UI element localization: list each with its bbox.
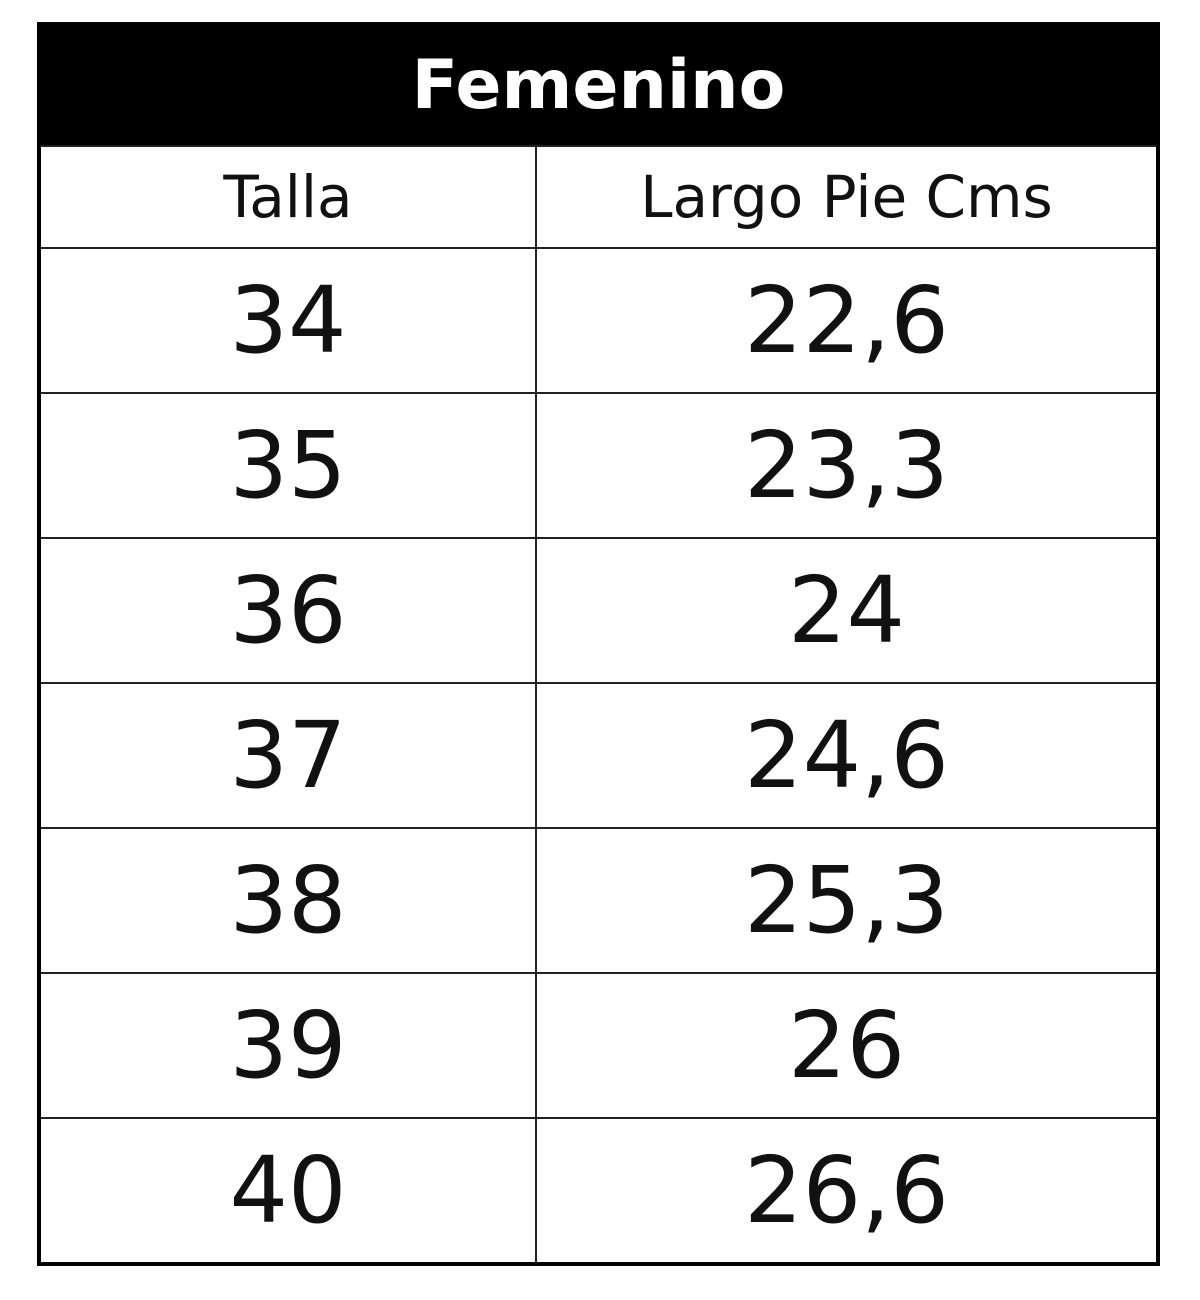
largo-cell: 25,3 [535,827,1159,974]
talla-cell: 39 [38,972,537,1119]
header-row: Talla Largo Pie Cms [38,145,1159,249]
largo-cell: 26 [535,972,1159,1119]
largo-cell: 26,6 [535,1117,1159,1265]
table-row: 35 23,3 [38,392,1159,539]
table-row: 40 26,6 [38,1117,1159,1265]
largo-cell: 24 [535,537,1159,684]
table-row: 38 25,3 [38,827,1159,974]
column-header-talla: Talla [38,145,537,249]
table-row: 37 24,6 [38,682,1159,829]
talla-cell: 34 [38,247,537,394]
table-row: 36 24 [38,537,1159,684]
talla-cell: 40 [38,1117,537,1265]
talla-cell: 37 [38,682,537,829]
table-row: 39 26 [38,972,1159,1119]
table-row: 34 22,6 [38,247,1159,394]
table-title: Femenino [39,24,1158,146]
largo-cell: 24,6 [535,682,1159,829]
talla-cell: 38 [38,827,537,974]
largo-cell: 22,6 [535,247,1159,394]
largo-cell: 23,3 [535,392,1159,539]
size-chart-table: Femenino Talla Largo Pie Cms 34 22,6 35 23… [37,22,1160,1266]
column-header-largo-pie: Largo Pie Cms [535,145,1159,249]
talla-cell: 36 [38,537,537,684]
talla-cell: 35 [38,392,537,539]
